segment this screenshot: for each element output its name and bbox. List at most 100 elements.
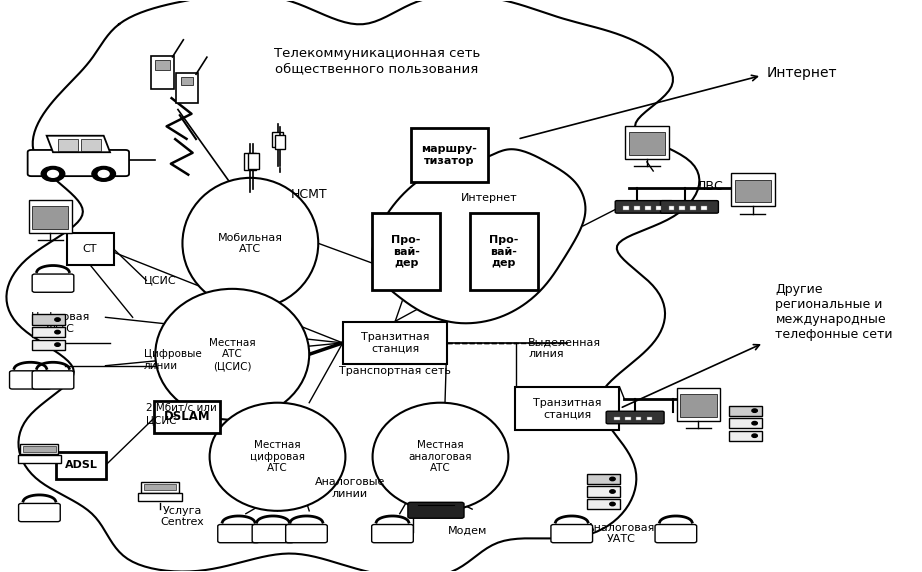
FancyBboxPatch shape bbox=[411, 128, 488, 182]
Bar bbox=[634, 206, 640, 210]
FancyBboxPatch shape bbox=[9, 371, 52, 389]
Text: ЦСИС: ЦСИС bbox=[144, 275, 176, 285]
FancyBboxPatch shape bbox=[252, 525, 294, 543]
Text: Цифровая
УАТС: Цифровая УАТС bbox=[30, 312, 90, 334]
Text: 2 Мбит/с или
ЦСИС: 2 Мбит/с или ЦСИС bbox=[147, 403, 217, 425]
Bar bbox=[81, 139, 101, 150]
Bar bbox=[20, 444, 58, 455]
Bar bbox=[680, 206, 685, 210]
Ellipse shape bbox=[372, 403, 508, 511]
Text: Интернет: Интернет bbox=[766, 66, 837, 80]
Ellipse shape bbox=[155, 289, 309, 420]
FancyBboxPatch shape bbox=[218, 525, 259, 543]
Bar bbox=[614, 417, 620, 420]
Circle shape bbox=[48, 170, 58, 177]
Bar bbox=[731, 173, 774, 206]
FancyBboxPatch shape bbox=[660, 201, 718, 213]
Circle shape bbox=[99, 170, 109, 177]
Text: Транзитная
станция: Транзитная станция bbox=[361, 332, 430, 353]
Text: Про-
вай-
дер: Про- вай- дер bbox=[490, 235, 518, 268]
Bar bbox=[729, 406, 762, 416]
Bar bbox=[32, 206, 68, 229]
Circle shape bbox=[609, 490, 615, 493]
FancyBboxPatch shape bbox=[151, 55, 174, 89]
FancyBboxPatch shape bbox=[372, 213, 440, 290]
Text: ЛВС: ЛВС bbox=[692, 399, 718, 412]
Bar bbox=[587, 486, 620, 496]
Bar bbox=[272, 132, 283, 147]
FancyBboxPatch shape bbox=[28, 150, 129, 176]
Circle shape bbox=[752, 434, 757, 438]
Text: Транзитная
станция: Транзитная станция bbox=[533, 398, 601, 419]
FancyBboxPatch shape bbox=[606, 411, 664, 424]
Bar bbox=[623, 206, 629, 210]
Bar bbox=[702, 206, 706, 210]
Text: НСМТ: НСМТ bbox=[291, 188, 327, 201]
Bar bbox=[29, 200, 72, 233]
Bar bbox=[625, 126, 668, 159]
Polygon shape bbox=[47, 136, 110, 152]
Bar bbox=[276, 134, 285, 149]
Text: Местная
аналоговая
АТС: Местная аналоговая АТС bbox=[408, 440, 472, 474]
Text: Аналоговая
УАТС: Аналоговая УАТС bbox=[587, 523, 656, 545]
Bar bbox=[729, 418, 762, 428]
FancyBboxPatch shape bbox=[32, 371, 74, 389]
Text: Услуга
Centrex: Услуга Centrex bbox=[160, 506, 205, 527]
FancyBboxPatch shape bbox=[515, 387, 620, 430]
Bar bbox=[181, 77, 194, 85]
Bar bbox=[677, 388, 720, 421]
Circle shape bbox=[54, 318, 60, 321]
Text: Про-
вай-
дер: Про- вай- дер bbox=[391, 235, 420, 268]
Bar bbox=[138, 493, 182, 501]
Bar bbox=[32, 327, 65, 337]
FancyBboxPatch shape bbox=[32, 274, 74, 292]
Text: Цифровые
линии: Цифровые линии bbox=[144, 349, 201, 371]
Bar bbox=[248, 153, 258, 169]
Circle shape bbox=[609, 477, 615, 480]
FancyBboxPatch shape bbox=[470, 213, 538, 290]
FancyBboxPatch shape bbox=[551, 525, 593, 543]
FancyBboxPatch shape bbox=[655, 525, 697, 543]
Text: DSLAM: DSLAM bbox=[164, 411, 210, 423]
Circle shape bbox=[92, 166, 115, 181]
FancyBboxPatch shape bbox=[372, 525, 413, 543]
Bar bbox=[668, 206, 674, 210]
Bar bbox=[629, 132, 665, 155]
Text: Выделенная
линия: Выделенная линия bbox=[528, 338, 601, 359]
Text: Местная
цифровая
АТС: Местная цифровая АТС bbox=[250, 440, 305, 474]
Bar bbox=[155, 60, 170, 70]
Bar bbox=[32, 315, 65, 325]
Text: СТ: СТ bbox=[83, 244, 98, 254]
Text: Транспортная сеть: Транспортная сеть bbox=[339, 367, 451, 376]
Bar bbox=[141, 482, 179, 492]
Polygon shape bbox=[372, 149, 585, 323]
FancyBboxPatch shape bbox=[343, 321, 447, 364]
Text: Другие
региональные и
международные
телефонные сети: Другие региональные и международные теле… bbox=[775, 283, 892, 340]
Circle shape bbox=[609, 502, 615, 506]
Bar bbox=[144, 484, 176, 490]
FancyBboxPatch shape bbox=[286, 525, 327, 543]
Bar bbox=[23, 446, 55, 452]
Circle shape bbox=[752, 409, 757, 412]
Bar bbox=[656, 206, 661, 210]
Bar bbox=[735, 180, 771, 202]
Bar bbox=[645, 206, 651, 210]
Bar bbox=[587, 474, 620, 484]
Bar bbox=[244, 153, 256, 170]
Text: Аналоговые
линии: Аналоговые линии bbox=[314, 477, 385, 499]
Ellipse shape bbox=[183, 178, 318, 309]
Bar bbox=[18, 455, 61, 463]
Bar bbox=[587, 499, 620, 509]
Bar bbox=[691, 206, 696, 210]
Polygon shape bbox=[6, 0, 700, 572]
Text: Модем: Модем bbox=[448, 526, 488, 536]
Bar bbox=[729, 431, 762, 441]
Circle shape bbox=[752, 422, 757, 425]
Bar bbox=[58, 139, 78, 150]
Circle shape bbox=[41, 166, 65, 181]
FancyBboxPatch shape bbox=[66, 233, 113, 265]
FancyBboxPatch shape bbox=[615, 201, 673, 213]
Bar bbox=[636, 417, 642, 420]
Circle shape bbox=[54, 343, 60, 346]
FancyBboxPatch shape bbox=[18, 503, 60, 522]
